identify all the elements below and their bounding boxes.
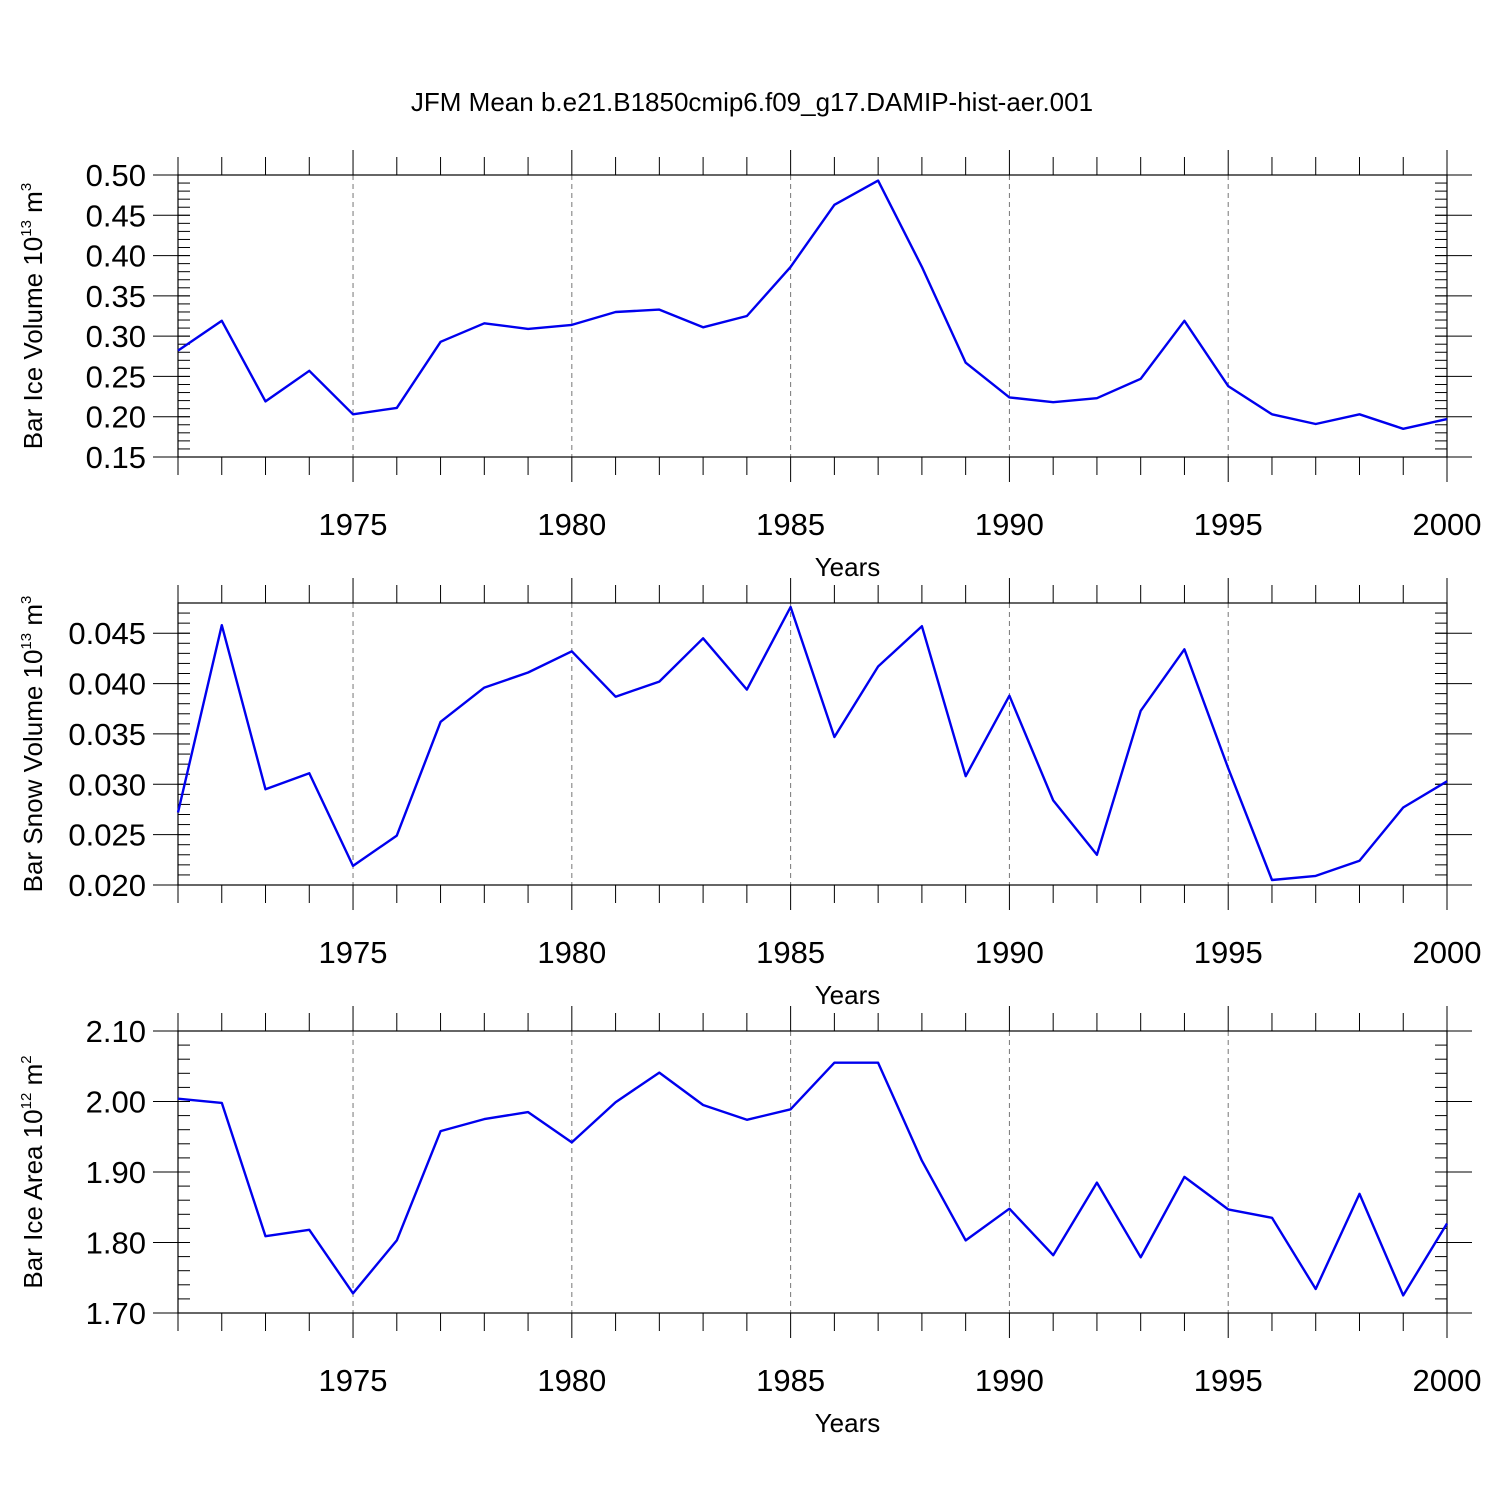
y-axis-label-part: Bar Ice Area 10 — [18, 1109, 48, 1288]
y-tick-label: 0.025 — [68, 818, 146, 853]
x-tick-label: 1990 — [975, 935, 1044, 970]
y-tick-label: 0.035 — [68, 717, 146, 752]
y-tick-label: 0.35 — [86, 279, 146, 314]
x-tick-label: 1995 — [1194, 1363, 1263, 1398]
x-tick-label: 1990 — [975, 507, 1044, 542]
y-tick-label: 0.030 — [68, 767, 146, 802]
y-tick-label: 0.25 — [86, 359, 146, 394]
y-axis-label: Bar Ice Area 1012 m2 — [18, 1055, 48, 1288]
y-tick-label: 1.90 — [86, 1155, 146, 1190]
panel-1: 0.15 0.20 0.25 0.30 0.35 0.40 0.45 0.50 1975 1980… — [18, 150, 1481, 582]
y-axis-label-part: m — [18, 604, 48, 633]
plot-frame — [177, 602, 1448, 886]
panel-3: 1.70 1.80 1.90 2.00 2.10 1975 1980 1985 1990 1995… — [18, 1006, 1481, 1438]
y-axis-label-part: Bar Ice Volume 10 — [18, 237, 48, 449]
y-tick-label: 2.00 — [86, 1085, 146, 1120]
x-tick-label: 1980 — [537, 507, 606, 542]
y-axis-label: Bar Ice Volume 1013 m3 — [18, 183, 48, 449]
y-axis-label-superscript: 12 — [18, 1093, 35, 1110]
series-line — [177, 1061, 1449, 1297]
x-tick-label: 1975 — [319, 1363, 388, 1398]
y-tick-label: 0.40 — [86, 239, 146, 274]
x-tick-label: 1975 — [319, 507, 388, 542]
x-tick-label: 1995 — [1194, 935, 1263, 970]
y-tick-label: 2.10 — [86, 1014, 146, 1049]
y-axis-label-part: m — [18, 191, 48, 220]
y-tick-label: 0.50 — [86, 158, 146, 193]
y-tick-label: 0.045 — [68, 616, 146, 651]
y-tick-label: 0.040 — [68, 667, 146, 702]
y-tick-label: 1.80 — [86, 1226, 146, 1261]
y-tick-label: 0.15 — [86, 440, 146, 475]
x-tick-label: 2000 — [1413, 1363, 1482, 1398]
series-line — [176, 605, 1448, 882]
figure-title: JFM Mean b.e21.B1850cmip6.f09_g17.DAMIP-… — [411, 87, 1093, 117]
y-axis-label-superscript: 13 — [18, 633, 35, 650]
y-axis-label-superscript: 3 — [18, 596, 35, 604]
y-tick-label: 1.70 — [86, 1296, 146, 1331]
x-tick-label: 2000 — [1413, 935, 1482, 970]
y-tick-label: 0.020 — [68, 868, 146, 903]
x-axis-label: Years — [815, 1408, 881, 1438]
x-tick-label: 1995 — [1194, 507, 1263, 542]
x-tick-label: 1985 — [756, 935, 825, 970]
plot-frame — [177, 1030, 1448, 1314]
y-axis-label: Bar Snow Volume 1013 m3 — [18, 596, 48, 893]
y-axis-label-superscript: 3 — [18, 183, 35, 191]
panel-2: 0.020 0.025 0.030 0.035 0.040 0.045 1975 1980 19… — [18, 578, 1481, 1010]
panels: 0.15 0.20 0.25 0.30 0.35 0.40 0.45 0.50 1975 1980… — [18, 150, 1481, 1438]
y-axis-label-part: m — [18, 1064, 48, 1093]
x-tick-label: 2000 — [1413, 507, 1482, 542]
y-axis-label-part: Bar Snow Volume 10 — [18, 650, 48, 893]
y-tick-label: 0.45 — [86, 198, 146, 233]
x-tick-label: 1985 — [756, 1363, 825, 1398]
x-tick-label: 1975 — [319, 935, 388, 970]
x-tick-label: 1980 — [537, 1363, 606, 1398]
x-tick-label: 1980 — [537, 935, 606, 970]
x-tick-label: 1985 — [756, 507, 825, 542]
x-axis-label: Years — [815, 980, 881, 1010]
y-axis-label-superscript: 2 — [18, 1055, 35, 1063]
x-axis-label: Years — [815, 552, 881, 582]
y-axis-label-superscript: 13 — [18, 220, 35, 237]
series-line — [177, 179, 1448, 430]
plot-frame — [177, 174, 1448, 458]
x-tick-label: 1990 — [975, 1363, 1044, 1398]
y-tick-label: 0.30 — [86, 319, 146, 354]
y-tick-label: 0.20 — [86, 400, 146, 435]
